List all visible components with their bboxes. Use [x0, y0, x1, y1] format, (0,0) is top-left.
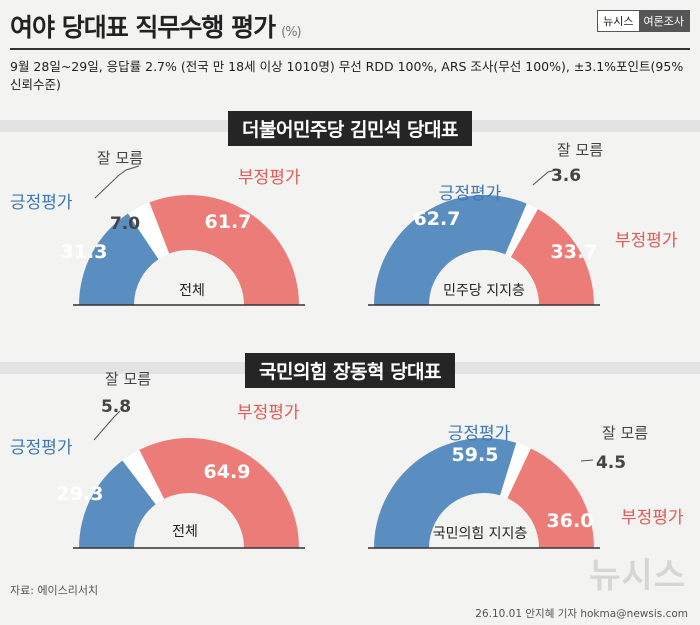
section-title-democratic: 더불어민주당 김민석 당대표 — [228, 111, 472, 146]
value-label-positive: 62.7 — [414, 208, 461, 230]
slice-positive — [79, 213, 159, 305]
slice-negative — [507, 448, 594, 548]
slice-negative — [149, 194, 299, 305]
category-label-positive: 긍정평가 — [10, 193, 73, 213]
page-title: 여야 당대표 직무수행 평가 (%) — [10, 8, 302, 44]
slice-positive — [79, 460, 156, 548]
value-label-positive: 31.3 — [61, 241, 108, 263]
group-label: 국민의힘 지지층 — [433, 526, 528, 542]
category-label-negative: 부정평가 — [238, 168, 301, 188]
header-divider — [10, 48, 690, 50]
brand-left: 뉴시스 — [598, 11, 639, 31]
category-label-unsure: 잘 모름 — [97, 149, 143, 167]
leader-line — [94, 165, 140, 199]
leader-line — [532, 169, 557, 186]
category-label-unsure: 잘 모름 — [557, 141, 603, 159]
slice-positive — [374, 437, 517, 548]
category-label-positive: 긍정평가 — [439, 184, 502, 204]
slice-negative — [510, 209, 594, 305]
watermark: 뉴시스 — [589, 556, 686, 596]
brand-right: 여론조사 — [638, 11, 689, 31]
survey-note: 9월 28일~29일, 응답률 2.7% (전국 만 18세 이상 1010명)… — [10, 59, 684, 92]
value-label-negative: 36.0 — [547, 510, 594, 532]
slice-unsure — [128, 202, 170, 260]
leader-line — [580, 459, 594, 462]
value-label-unsure: 5.8 — [101, 397, 131, 417]
category-label-negative: 부정평가 — [237, 403, 300, 423]
value-label-unsure: 7.0 — [110, 214, 140, 234]
category-label-unsure: 잘 모름 — [602, 424, 648, 442]
value-label-positive: 59.5 — [452, 444, 499, 466]
leader-line — [93, 410, 121, 441]
title-text: 여야 당대표 직무수행 평가 — [10, 13, 276, 42]
value-label-unsure: 4.5 — [596, 453, 626, 473]
section-title-ppp: 국민의힘 장동혁 당대표 — [244, 353, 456, 388]
brand-logo: 뉴시스 여론조사 — [597, 10, 690, 32]
value-label-negative: 64.9 — [204, 461, 251, 483]
slice-unsure — [122, 449, 165, 505]
category-label-unsure: 잘 모름 — [105, 370, 151, 388]
credit-line: 26.10.01 안지혜 기자 hokma@newsis.com — [475, 608, 688, 620]
value-label-negative: 33.7 — [551, 241, 598, 263]
value-label-positive: 29.3 — [57, 483, 104, 505]
category-label-positive: 긍정평가 — [10, 438, 73, 458]
unit-label: (%) — [281, 25, 301, 40]
slice-unsure — [500, 442, 531, 499]
value-label-unsure: 3.6 — [551, 166, 581, 186]
slice-unsure — [505, 203, 538, 258]
group-label: 전체 — [172, 524, 198, 540]
category-label-positive: 긍정평가 — [448, 424, 511, 444]
group-label: 전체 — [179, 283, 205, 299]
category-label-negative: 부정평가 — [621, 508, 684, 528]
slice-negative — [139, 438, 299, 548]
value-label-negative: 61.7 — [205, 211, 252, 233]
category-label-negative: 부정평가 — [615, 231, 678, 251]
group-label: 민주당 지지층 — [443, 283, 525, 299]
source-note: 자료: 에이스리서치 — [10, 584, 99, 597]
slice-positive — [374, 194, 527, 305]
